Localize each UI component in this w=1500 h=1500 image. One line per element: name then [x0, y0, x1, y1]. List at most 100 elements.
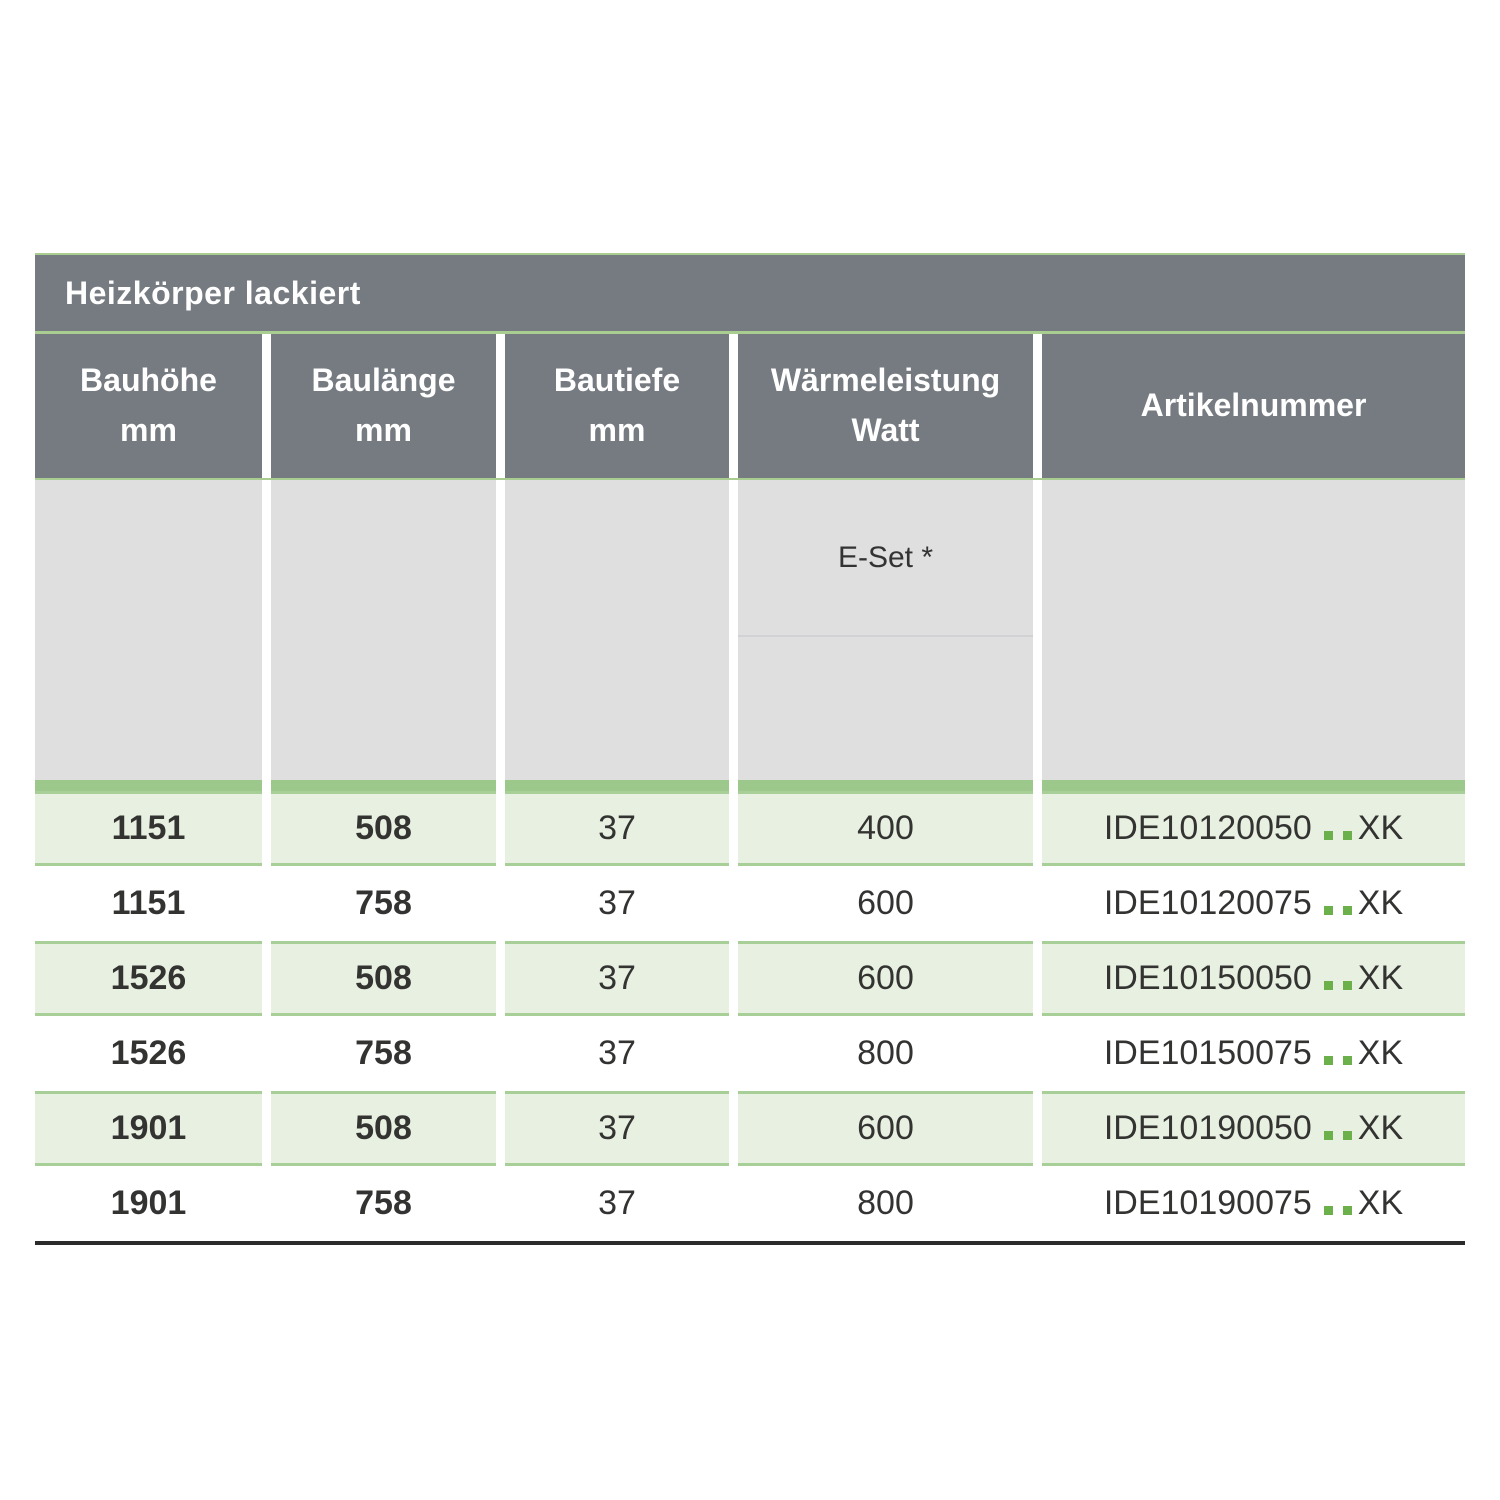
- header-label: Baulänge: [311, 362, 456, 399]
- article-dots-icon: [1323, 1187, 1352, 1221]
- article-prefix: IDE10150050: [1103, 959, 1312, 997]
- article-dots-icon: [1323, 1037, 1352, 1071]
- article-dots-icon: [1323, 887, 1352, 921]
- column-separator: [496, 780, 505, 791]
- band-segment: [738, 780, 1033, 791]
- article-number: IDE10150075 XK: [1042, 1016, 1465, 1091]
- e-set-label: E-Set *: [738, 480, 1033, 637]
- column-separator: [729, 941, 738, 1016]
- band-segment: [35, 780, 262, 791]
- bautiefe-value: 37: [505, 941, 729, 1016]
- bottom-rule: [35, 1241, 1465, 1245]
- column-separator: [262, 941, 271, 1016]
- table-row: 1526 758 37 800 IDE10150075 XK: [35, 1016, 1465, 1091]
- subheader-cell-empty: [505, 480, 729, 780]
- table-title: Heizkörper lackiert: [65, 274, 361, 311]
- column-separator: [1033, 480, 1042, 780]
- band-segment: [271, 780, 496, 791]
- column-separator: [262, 1166, 271, 1241]
- header-unit: mm: [355, 412, 412, 448]
- header-cell-bauhoehe: Bauhöhe mm: [35, 334, 262, 478]
- article-prefix: IDE10120075: [1103, 884, 1312, 922]
- watt-value: 600: [738, 866, 1033, 941]
- header-label: Artikelnummer: [1140, 387, 1367, 424]
- column-separator: [729, 791, 738, 866]
- watt-value: 400: [738, 791, 1033, 866]
- table-row: 1151 758 37 600 IDE10120075 XK: [35, 866, 1465, 941]
- table-row: 1526 508 37 600 IDE10150050 XK: [35, 941, 1465, 1016]
- header-cell-artikelnummer: Artikelnummer: [1042, 334, 1465, 478]
- table-row: 1901 758 37 800 IDE10190075 XK: [35, 1166, 1465, 1241]
- subheader-cell-empty: [271, 480, 496, 780]
- article-number: IDE10120050 XK: [1042, 791, 1465, 866]
- column-separator: [496, 791, 505, 866]
- subheader-cell-eset: E-Set *: [738, 480, 1033, 780]
- band-segment: [1042, 780, 1465, 791]
- table-title-bar: Heizkörper lackiert: [35, 255, 1465, 331]
- column-separator: [496, 1166, 505, 1241]
- green-band-row: [35, 780, 1465, 791]
- column-separator: [1033, 791, 1042, 866]
- title-bottom-hairline: [35, 331, 1465, 334]
- column-separator: [729, 780, 738, 791]
- column-separator: [496, 866, 505, 941]
- baulaenge-value: 508: [271, 941, 496, 1016]
- article-number: IDE10190075 XK: [1042, 1166, 1465, 1241]
- header-bottom-hairline: [35, 478, 1465, 480]
- radiator-spec-table: Heizkörper lackiert Bauhöhe mm Baulänge …: [35, 253, 1465, 1245]
- column-separator: [1033, 1166, 1042, 1241]
- header-unit: Watt: [851, 412, 920, 448]
- bautiefe-value: 37: [505, 1166, 729, 1241]
- column-separator: [262, 1016, 271, 1091]
- column-separator: [262, 866, 271, 941]
- watt-value: 600: [738, 1091, 1033, 1166]
- bautiefe-value: 37: [505, 1016, 729, 1091]
- column-separator: [262, 791, 271, 866]
- article-suffix: XK: [1357, 1109, 1404, 1147]
- column-separator: [496, 1016, 505, 1091]
- column-separator: [1033, 866, 1042, 941]
- article-number: IDE10120075 XK: [1042, 866, 1465, 941]
- column-separator: [729, 866, 738, 941]
- header-unit: mm: [588, 412, 646, 448]
- baulaenge-value: 758: [271, 1166, 496, 1241]
- table-header-row: Bauhöhe mm Baulänge mm Bautiefe mm Wärme…: [35, 334, 1465, 478]
- article-prefix: IDE10120050: [1103, 809, 1312, 847]
- bauhoehe-value: 1901: [35, 1166, 262, 1241]
- column-separator: [729, 480, 738, 780]
- bauhoehe-value: 1526: [35, 1016, 262, 1091]
- header-label: Wärmeleistung: [770, 362, 1001, 399]
- subheader-cell-empty: [35, 480, 262, 780]
- table-row: 1151 508 37 400 IDE10120050 XK: [35, 791, 1465, 866]
- column-separator: [729, 1091, 738, 1166]
- bautiefe-value: 37: [505, 791, 729, 866]
- column-separator: [262, 334, 271, 478]
- header-label: Bauhöhe: [80, 362, 217, 399]
- baulaenge-value: 508: [271, 1091, 496, 1166]
- article-suffix: XK: [1357, 959, 1404, 997]
- column-separator: [1033, 334, 1042, 478]
- band-segment: [505, 780, 729, 791]
- bauhoehe-value: 1151: [35, 866, 262, 941]
- article-suffix: XK: [1357, 884, 1404, 922]
- baulaenge-value: 758: [271, 866, 496, 941]
- column-separator: [262, 480, 271, 780]
- baulaenge-value: 508: [271, 791, 496, 866]
- column-separator: [1033, 941, 1042, 1016]
- article-suffix: XK: [1357, 1034, 1404, 1072]
- bautiefe-value: 37: [505, 1091, 729, 1166]
- article-number: IDE10190050 XK: [1042, 1091, 1465, 1166]
- article-dots-icon: [1323, 1112, 1352, 1146]
- article-prefix: IDE10150075: [1103, 1034, 1312, 1072]
- article-prefix: IDE10190050: [1103, 1109, 1312, 1147]
- watt-value: 800: [738, 1016, 1033, 1091]
- article-prefix: IDE10190075: [1103, 1184, 1312, 1222]
- column-separator: [729, 334, 738, 478]
- article-suffix: XK: [1357, 809, 1404, 847]
- column-separator: [1033, 1091, 1042, 1166]
- watt-value: 800: [738, 1166, 1033, 1241]
- column-separator: [1033, 780, 1042, 791]
- subheader-row: E-Set *: [35, 480, 1465, 780]
- column-separator: [262, 780, 271, 791]
- article-dots-icon: [1323, 812, 1352, 846]
